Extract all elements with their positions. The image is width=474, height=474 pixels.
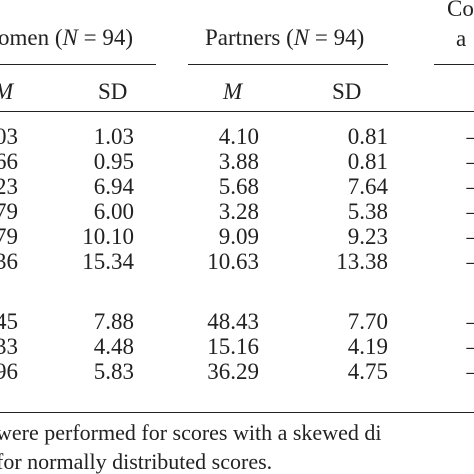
partners-mean-cell: 3.88 [218,149,259,174]
partners-sd-cell: 5.38 [347,199,388,224]
comparison-cell: – [467,175,474,198]
header-bottom-rule [0,111,474,113]
women-group-header: omen (N = 94) [0,25,133,50]
women-sd-cell: 0.95 [93,149,134,174]
partners-sd-cell: 4.75 [347,359,388,384]
women-sd-cell: 15.34 [82,249,134,274]
partners-sd-cell: 0.81 [347,124,388,149]
table-footnote-line1: were performed for scores with a skewed … [0,420,382,445]
women-mean-cell: 66 [0,149,18,174]
women-sd-cell: 5.83 [93,359,134,384]
partners-sd-cell: 13.38 [336,249,388,274]
table-bottom-rule [0,412,474,414]
women-mean-cell: 96 [0,359,18,384]
women-sd-cell: 6.94 [93,174,134,199]
comparison-cell: – [467,225,474,248]
partners-sd-header: SD [332,79,362,104]
partners-sd-cell: 7.64 [347,174,388,199]
partners-sd-cell: 0.81 [347,149,388,174]
women-mean-cell: 45 [0,309,18,334]
women-mean-header: M [0,80,13,103]
comparison-cell: – [467,335,474,358]
women-mean-cell: 79 [0,199,18,224]
comparison-header-line1: Co [447,0,474,21]
partners-mean-cell: 9.09 [218,224,259,249]
women-mean-cell: 79 [0,224,18,249]
women-mean-cell: 36 [0,249,18,274]
women-mean-cell: 23 [0,174,18,199]
comparison-header-line2: a [456,26,467,51]
partners-mean-cell: 15.16 [207,334,259,359]
women-mean-cell: 03 [0,124,18,149]
partners-sd-cell: 4.19 [347,334,388,359]
comparison-cell: – [467,150,474,173]
partners-mean-cell: 10.63 [207,249,259,274]
comparison-cell: – [467,250,474,273]
comparison-cell: – [467,310,474,333]
partners-group-rule [188,64,388,66]
women-sd-cell: 6.00 [93,199,134,224]
partners-mean-cell: 36.29 [207,359,259,384]
women-sd-cell: 10.10 [82,224,134,249]
comparison-cell: – [467,125,474,148]
women-sd-header: SD [98,79,128,104]
comparison-group-rule [434,64,474,66]
partners-sd-cell: 7.70 [347,309,388,334]
women-sd-cell: 7.88 [93,309,134,334]
partners-mean-header: M [223,79,243,104]
women-sd-cell: 1.03 [93,124,134,149]
partners-mean-cell: 4.10 [218,124,259,149]
women-mean-cell: 33 [0,334,18,359]
partners-sd-cell: 9.23 [347,224,388,249]
women-group-rule [0,64,156,66]
women-sd-cell: 4.48 [93,334,134,359]
table-footnote-line2: for normally distributed scores. [0,449,273,474]
partners-mean-cell: 3.28 [218,199,259,224]
partners-mean-cell: 5.68 [218,174,259,199]
comparison-cell: – [467,360,474,383]
partners-mean-cell: 48.43 [207,309,259,334]
partners-group-header: Partners (N = 94) [205,25,365,50]
comparison-cell: – [467,200,474,223]
